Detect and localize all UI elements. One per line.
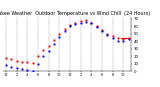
Title: Milwaukee Weather  Outdoor Temperature vs Wind Chill  (24 Hours): Milwaukee Weather Outdoor Temperature vs… (0, 11, 150, 16)
